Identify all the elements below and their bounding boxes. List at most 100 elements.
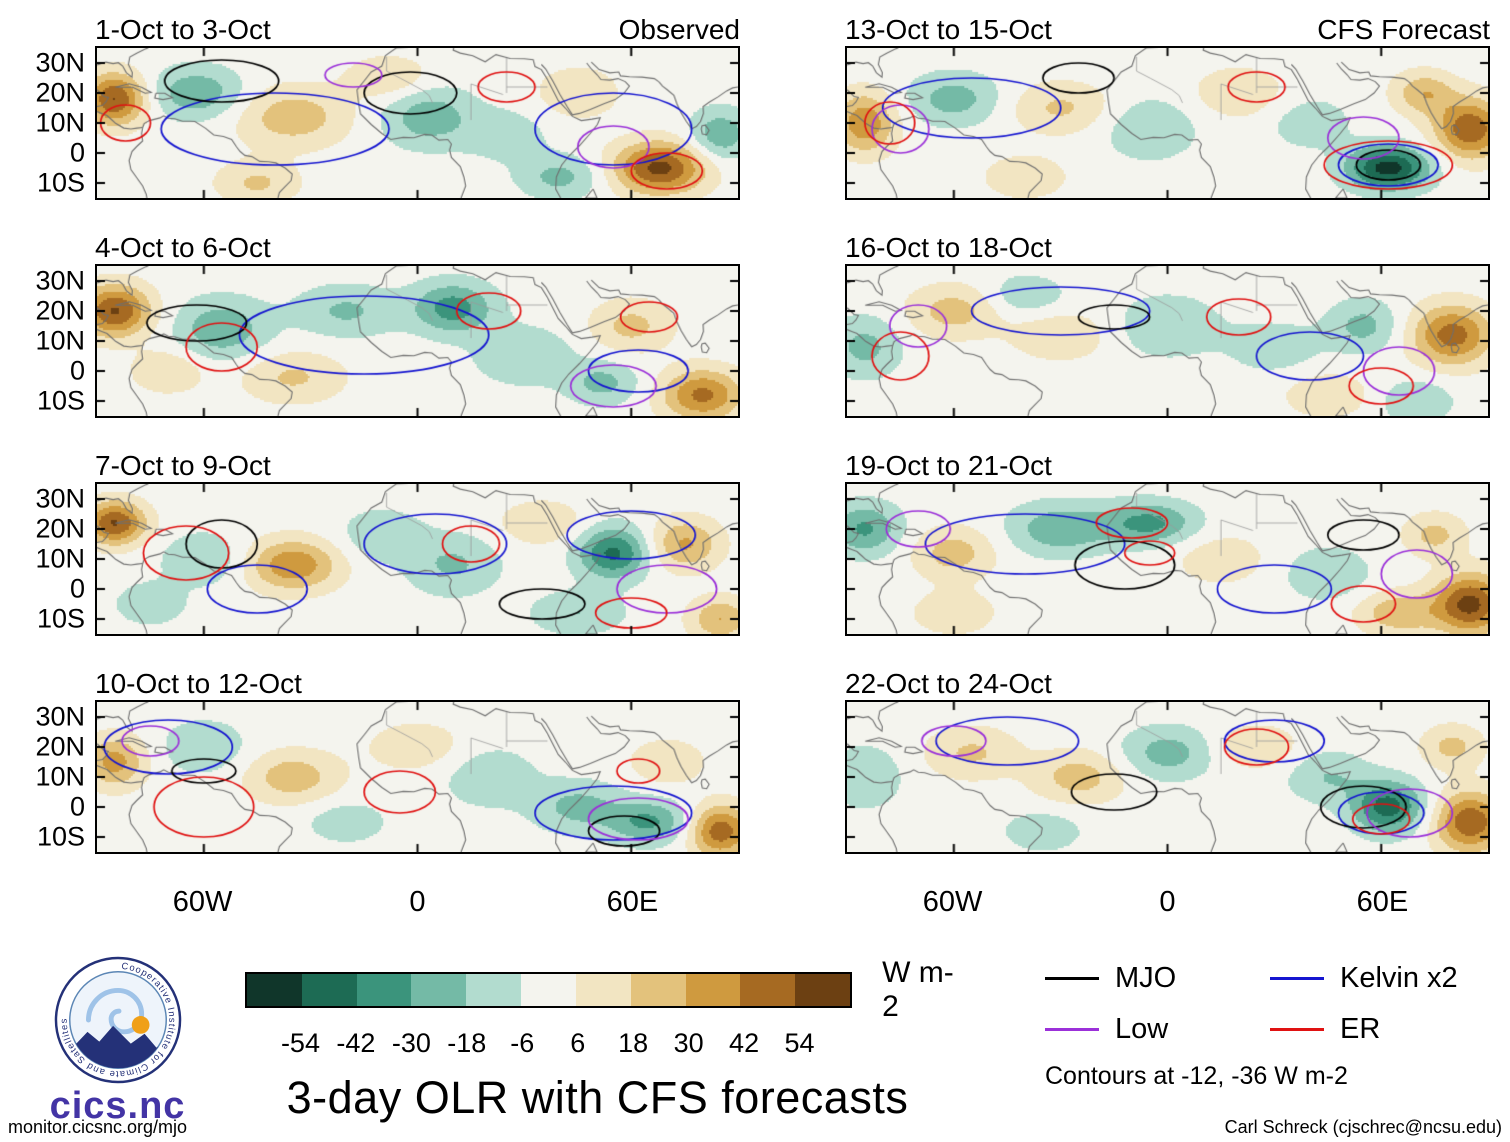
x-axis-tick-label: 60W xyxy=(922,886,983,918)
colorbar-segment xyxy=(301,974,357,1006)
map-panel-frame: 30N 20N 10N 0 10S xyxy=(35,482,740,636)
panel-title-row: 22-Oct to 24-Oct xyxy=(845,662,1490,700)
y-axis-tick-label: 20N xyxy=(35,513,85,544)
y-axis-tick-label: 10S xyxy=(36,385,85,416)
legend-item-mjo: MJO xyxy=(1045,962,1270,995)
panel-title: 4-Oct to 6-Oct xyxy=(95,232,271,263)
panel-title-row: 4-Oct to 6-Oct xyxy=(95,226,740,264)
map-panel: 10-Oct to 12-Oct 30N 20N 10N 0 10S xyxy=(35,662,740,854)
map-panel: 19-Oct to 21-Oct xyxy=(845,444,1490,636)
panel-title-row: 19-Oct to 21-Oct xyxy=(845,444,1490,482)
legend-label-low: Low xyxy=(1115,1013,1169,1045)
y-axis-tick-label: 30N xyxy=(35,47,85,78)
x-axis-labels-right: 60W 0 60E xyxy=(845,880,1490,926)
map-panel-frame: 30N 20N 10N 0 10S xyxy=(35,700,740,854)
olr-map-canvas xyxy=(97,266,738,416)
olr-map-canvas xyxy=(847,484,1488,634)
mjo-line-icon xyxy=(1045,977,1099,980)
colorbar-row: W m-2 xyxy=(225,956,970,1024)
map-panel-frame xyxy=(845,46,1490,200)
panel-title-row: 7-Oct to 9-Oct xyxy=(95,444,740,482)
panel-title: 19-Oct to 21-Oct xyxy=(845,450,1052,481)
map-panel: 13-Oct to 15-Oct CFS Forecast xyxy=(845,8,1490,200)
colorbar-tick-label: 54 xyxy=(784,1028,815,1058)
colorbar-tick-label: 18 xyxy=(618,1028,649,1058)
colorbar-tick-label: 6 xyxy=(570,1028,586,1058)
panel-title: 1-Oct to 3-Oct xyxy=(95,14,271,45)
colorbar-segment xyxy=(575,974,631,1006)
colorbar-tick-label: -30 xyxy=(391,1028,431,1058)
sun-icon xyxy=(131,1016,150,1034)
kelvin-line-icon xyxy=(1270,977,1324,980)
y-axis-tick-label: 10S xyxy=(36,167,85,198)
low-line-icon xyxy=(1045,1028,1099,1031)
footer-url: monitor.cicsnc.org/mjo xyxy=(8,1117,188,1137)
figure-title: 3-day OLR with CFS forecasts xyxy=(286,1072,909,1123)
map-panel-frame xyxy=(845,482,1490,636)
panel-corner-label: Observed xyxy=(618,14,740,45)
panel-title-row: 10-Oct to 12-Oct xyxy=(95,662,740,700)
panel-row: 7-Oct to 9-Oct 30N 20N 10N 0 10S 19-Oct to 21-… xyxy=(0,444,1510,636)
colorbar-tick-label: -54 xyxy=(280,1028,320,1058)
map-panel-frame: 30N 20N 10N 0 10S xyxy=(35,46,740,200)
map-panel: 22-Oct to 24-Oct xyxy=(845,662,1490,854)
y-axis-tick-label: 10N xyxy=(35,325,85,356)
olr-map-canvas xyxy=(847,266,1488,416)
footer-block: Cooperative Institute for Climate and Sa… xyxy=(0,956,1510,1128)
colorbar xyxy=(245,972,853,1008)
map-panel: 1-Oct to 3-Oct Observed 30N 20N 10N 0 10S xyxy=(35,8,740,200)
colorbar-tick-label: -6 xyxy=(510,1028,535,1058)
colorbar-tick-label: -42 xyxy=(336,1028,376,1058)
colorbar-segment xyxy=(521,974,576,1006)
y-axis-tick-label: 20N xyxy=(35,731,85,762)
colorbar-segment xyxy=(630,974,686,1006)
map-panel: 7-Oct to 9-Oct 30N 20N 10N 0 10S xyxy=(35,444,740,636)
panel-title-row: 13-Oct to 15-Oct CFS Forecast xyxy=(845,8,1490,46)
y-axis-tick-label: 10N xyxy=(35,107,85,138)
colorbar-segment xyxy=(247,974,302,1006)
colorbar-block: W m-2 -54 -42 -30 -18 -6 6 18 30 42 54 3-day OLR … xyxy=(225,956,970,1124)
legend-label-mjo: MJO xyxy=(1115,962,1177,994)
panel-title: 16-Oct to 18-Oct xyxy=(845,232,1052,263)
y-axis-tick-label: 0 xyxy=(69,573,85,604)
x-axis-tick-label: 60E xyxy=(1356,886,1409,918)
x-axis-labels-left: 60W 0 60E xyxy=(95,880,740,926)
colorbar-segment xyxy=(356,974,412,1006)
legend-label-kelvin: Kelvin x2 xyxy=(1340,962,1458,994)
panel-title: 7-Oct to 9-Oct xyxy=(95,450,271,481)
colorbar-tick-label: 30 xyxy=(673,1028,704,1058)
mountains-icon xyxy=(69,1025,166,1069)
legend-block: MJO Kelvin x2 Low ER Contours at -12, -3… xyxy=(1045,956,1495,1091)
x-axis-tick-label: 0 xyxy=(1159,886,1176,918)
map-panel: 16-Oct to 18-Oct xyxy=(845,226,1490,418)
colorbar-units-label: W m-2 xyxy=(882,956,954,1023)
panel-corner-label: CFS Forecast xyxy=(1317,14,1490,45)
olr-map-canvas xyxy=(97,48,738,198)
olr-map-canvas xyxy=(97,484,738,634)
colorbar-tick-label: 42 xyxy=(729,1028,760,1058)
footer-credit: Carl Schreck (cjschrec@ncsu.edu) xyxy=(1224,1117,1502,1137)
swirl-icon xyxy=(85,987,144,1035)
colorbar-segment xyxy=(466,974,522,1006)
map-panel-frame: 30N 20N 10N 0 10S xyxy=(35,264,740,418)
y-axis-tick-label: 30N xyxy=(35,265,85,296)
map-panel: 4-Oct to 6-Oct 30N 20N 10N 0 10S xyxy=(35,226,740,418)
colorbar-ticks: -54 -42 -30 -18 -6 6 18 30 42 54 xyxy=(245,1024,855,1060)
contour-levels-note: Contours at -12, -36 W m-2 xyxy=(1045,1062,1348,1090)
colorbar-segment xyxy=(411,974,467,1006)
footer-row: monitor.cicsnc.org/mjo Carl Schreck (cjs… xyxy=(0,1117,1510,1138)
y-axis-tick-label: 0 xyxy=(69,791,85,822)
cics-logo: Cooperative Institute for Climate and Sa… xyxy=(54,956,181,1084)
panel-title: 22-Oct to 24-Oct xyxy=(845,668,1052,699)
y-axis-tick-label: 10N xyxy=(35,543,85,574)
y-axis-tick-label: 30N xyxy=(35,701,85,732)
er-line-icon xyxy=(1270,1028,1324,1031)
y-axis-tick-label: 0 xyxy=(69,355,85,386)
x-axis-tick-label: 60E xyxy=(606,886,659,918)
colorbar-segment xyxy=(795,974,851,1006)
olr-map-canvas xyxy=(97,702,738,852)
y-axis-tick-label: 10S xyxy=(36,821,85,852)
panel-title-row: 16-Oct to 18-Oct xyxy=(845,226,1490,264)
map-panel-frame xyxy=(845,264,1490,418)
